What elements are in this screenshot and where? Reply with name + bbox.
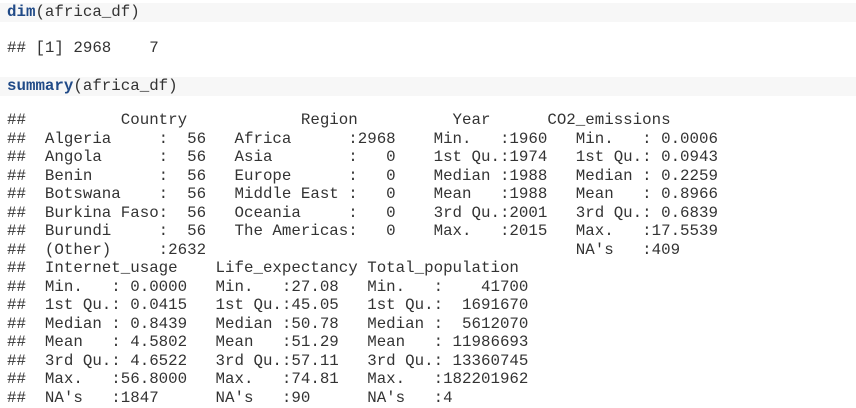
- output-line: ## Max. :56.8000 Max. :74.81 Max. :18220…: [7, 370, 529, 388]
- output-line: ## Burundi : 56 The Americas: 0 Max. :20…: [7, 222, 718, 240]
- output-line: ## Median : 0.8439 Median :50.78 Median …: [7, 314, 529, 333]
- output-line: ## Burkina Faso: 56 Oceania : 0 3rd Qu.:…: [7, 203, 718, 222]
- code-line: dim(africa_df): [0, 3, 856, 22]
- code-line: summary(africa_df): [0, 77, 856, 96]
- output-line: ## Angola : 56 Asia : 0 1st Qu.:1974 1st…: [7, 148, 718, 166]
- output-line: ## Algeria : 56 Africa :2968 Min. :1960 …: [7, 129, 718, 148]
- output-line: ## Mean : 4.5802 Mean :51.29 Mean : 1198…: [7, 333, 529, 351]
- function-name: dim: [7, 3, 36, 21]
- function-args: (africa_df): [35, 3, 140, 21]
- output-line: ## Min. : 0.0000 Min. :27.08 Min. : 4170…: [7, 277, 529, 296]
- output-line: ## Botswana : 56 Middle East : 0 Mean :1…: [7, 185, 718, 203]
- output-line: ## 3rd Qu.: 4.6522 3rd Qu.:57.11 3rd Qu.…: [7, 351, 529, 370]
- function-name: summary: [7, 77, 74, 95]
- output-line: ## Country Region Year CO2_emissions: [7, 111, 671, 129]
- output-line: ## (Other) :2632 NA's :409: [7, 240, 681, 259]
- output-line: ## Internet_usage Life_expectancy Total_…: [7, 259, 519, 277]
- function-args: (africa_df): [73, 77, 178, 95]
- output-line: ## Benin : 56 Europe : 0 Median :1988 Me…: [7, 166, 718, 185]
- output-line: ## NA's :1847 NA's :90 NA's :4: [7, 388, 453, 407]
- output-line: ## [1] 2968 7: [7, 39, 159, 57]
- output-line: ## 1st Qu.: 0.0415 1st Qu.:45.05 1st Qu.…: [7, 296, 529, 314]
